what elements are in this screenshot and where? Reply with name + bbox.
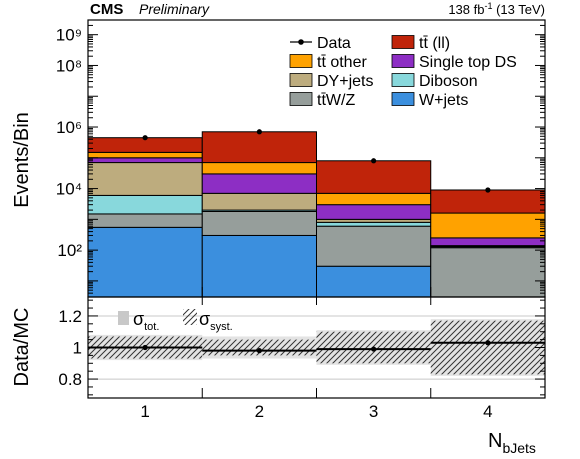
ratio-legend-syst-sym: σ [199, 309, 210, 329]
legend-label: Data [317, 35, 351, 52]
lumi-exponent: -1 [484, 1, 492, 11]
ratio-y-label: Data/MC [11, 308, 33, 387]
ratio-legend-syst-sub: syst. [210, 321, 233, 333]
bar-diboson-bin-3 [316, 221, 432, 227]
x-axis-label: NbJets [488, 430, 536, 456]
bar-w_jets-bin-1 [87, 226, 203, 298]
bar-dy_jets-bin-2 [201, 192, 317, 211]
ratio-y-tick-label: 1.2 [58, 307, 82, 326]
bar-ttbar_ll-bin-2 [201, 131, 317, 164]
data-point-bin-2 [256, 129, 262, 135]
ratio-point-bin-4 [485, 340, 491, 346]
legend-label: DY+jets [317, 73, 373, 90]
ratio-y-tick-label: 1 [73, 339, 82, 358]
bar-single_top_ds-bin-2 [201, 173, 317, 194]
bar-ttw_z-bin-3 [316, 225, 432, 267]
ratio-point-bin-1 [142, 344, 148, 351]
bar-ttbar_other-bin-3 [316, 192, 432, 206]
ratio-uncertainty-bands [88, 319, 545, 376]
bar-ttbar_other-bin-4 [430, 212, 546, 239]
lumi-energy: (13 TeV) [492, 2, 545, 17]
bar-ttbar_other-bin-2 [201, 162, 317, 175]
bar-ttbar_ll-bin-4 [430, 189, 546, 214]
ratio-legend-tot-sym: σ [133, 309, 144, 329]
bar-w_jets-bin-3 [316, 265, 432, 298]
legend-swatch-dy_jets [289, 73, 313, 87]
bar-single_top_ds-bin-1 [87, 157, 203, 164]
data-point-bin-3 [371, 158, 377, 164]
legend-swatch-diboson [391, 73, 415, 87]
legend-swatch-ttbar_ll [391, 35, 415, 49]
ratio-legend: σtot. σsyst. [118, 309, 233, 333]
legend-swatch-ttw_z [289, 92, 313, 106]
bar-single_top_ds-bin-4 [430, 237, 546, 247]
main-y-tick-label: 10⁸ [56, 56, 82, 75]
legend-label: tt̄W/Z [317, 92, 355, 109]
ratio-legend-tot-swatch [118, 311, 129, 325]
x-tick-label: 1 [140, 402, 149, 421]
stack-bars [87, 131, 546, 298]
x-tick-label: 3 [369, 402, 378, 421]
bar-diboson-bin-1 [87, 194, 203, 215]
bar-ttbar_other-bin-1 [87, 151, 203, 159]
data-point-bin-1 [142, 135, 148, 141]
legend-swatch-ttbar_other [289, 54, 313, 68]
ratio-band-syst-bin-4 [430, 320, 545, 375]
bar-dy_jets-bin-1 [87, 162, 203, 196]
preliminary-label: Preliminary [139, 1, 210, 17]
main-y-tick-label: 10⁴ [56, 180, 82, 199]
x-tick-label: 2 [255, 402, 264, 421]
ratio-legend-tot-label: σtot. [133, 309, 159, 333]
legend-swatch-single_top_ds [391, 54, 415, 68]
main-y-tick-label: 10⁶ [56, 118, 82, 137]
main-y-label: Events/Bin [11, 112, 33, 208]
ratio-legend-tot-sub: tot. [144, 321, 159, 333]
cms-label: CMS [90, 1, 123, 18]
ratio-points [88, 340, 545, 354]
ratio-y-axis: 0.8 1 1.2 [58, 299, 545, 396]
x-tick-label: 4 [483, 402, 492, 421]
main-y-tick-label: 10⁹ [56, 26, 82, 45]
legend: Data tt̄ (ll) tt̄ other Single top DS DY+jet… [289, 35, 517, 109]
data-point-bin-4 [485, 187, 491, 193]
bar-ttw_z-bin-2 [201, 210, 317, 236]
x-axis-label-main: N [488, 430, 502, 452]
luminosity-label: 138 fb-1 (13 TeV) [448, 1, 545, 17]
x-axis-label-sub: bJets [502, 440, 535, 456]
main-y-axis: 10² 10⁴ 10⁶ 10⁸ 10⁹ [56, 19, 546, 298]
data-points [142, 129, 491, 193]
bar-w_jets-bin-2 [201, 234, 317, 298]
ratio-y-tick-label: 0.8 [58, 370, 82, 389]
bar-ttw_z-bin-4 [430, 247, 546, 298]
legend-label: Single top DS [419, 54, 517, 71]
ratio-point-bin-3 [371, 346, 377, 352]
x-axis: 1 2 3 4 [87, 297, 546, 421]
main-y-tick-label: 10² [57, 241, 82, 260]
ratio-point-bin-2 [256, 348, 262, 354]
legend-label: Diboson [419, 73, 478, 90]
bar-single_top_ds-bin-3 [316, 204, 432, 220]
legend-data-marker [298, 39, 304, 45]
ratio-legend-syst-swatch [183, 309, 197, 325]
legend-label: W+jets [419, 92, 468, 109]
legend-label: tt̄ (ll) [419, 35, 450, 52]
bar-ttbar_ll-bin-3 [316, 160, 432, 194]
main-panel: 10² 10⁴ 10⁶ 10⁸ 10⁹ Events/Bin Data tt̄ (ll) t… [11, 19, 546, 298]
legend-label: tt̄ other [317, 54, 367, 71]
legend-swatch-w_jets [391, 92, 415, 106]
ratio-legend-syst-label: σsyst. [199, 309, 233, 333]
lumi-value: 138 fb [448, 2, 484, 17]
bar-ttw_z-bin-1 [87, 213, 203, 228]
